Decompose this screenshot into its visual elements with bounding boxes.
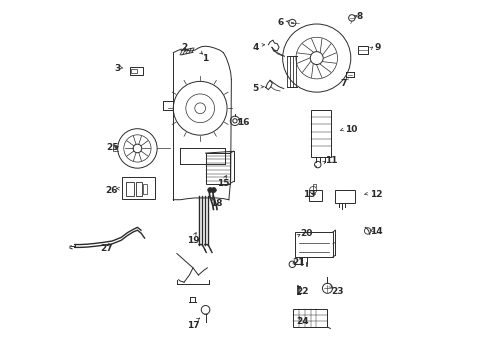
Text: 22: 22 [296, 287, 309, 296]
Bar [358, 45, 368, 54]
Bar [122, 177, 155, 199]
Text: 8: 8 [357, 12, 363, 21]
Text: 21: 21 [292, 258, 304, 267]
Text: 27: 27 [100, 244, 113, 253]
Bar [309, 190, 322, 201]
Text: 5: 5 [253, 84, 259, 93]
Bar [294, 309, 327, 327]
Text: 15: 15 [217, 179, 230, 188]
Text: 4: 4 [252, 43, 259, 52]
Text: 12: 12 [369, 190, 382, 199]
Bar [311, 110, 331, 157]
Text: 26: 26 [105, 185, 118, 194]
Bar [143, 184, 147, 194]
Text: 3: 3 [115, 64, 121, 73]
Text: 17: 17 [187, 321, 199, 330]
Text: 19: 19 [187, 237, 199, 246]
Text: 2: 2 [181, 43, 187, 52]
Bar [205, 153, 230, 184]
Text: 6: 6 [278, 18, 284, 27]
Circle shape [211, 188, 216, 193]
Text: 9: 9 [374, 43, 381, 52]
Text: 23: 23 [331, 287, 344, 296]
Text: 25: 25 [106, 143, 119, 152]
Bar [126, 182, 134, 196]
Bar [129, 67, 143, 75]
Bar [131, 69, 137, 73]
Text: 11: 11 [325, 156, 337, 165]
Text: 18: 18 [210, 199, 222, 208]
Text: 10: 10 [344, 125, 357, 134]
Text: 20: 20 [300, 229, 312, 238]
Bar [335, 190, 355, 203]
Text: 24: 24 [296, 317, 309, 326]
Text: 13: 13 [303, 190, 316, 199]
Bar [136, 182, 142, 196]
Text: 1: 1 [202, 54, 209, 63]
Bar [295, 232, 333, 257]
Text: 7: 7 [341, 80, 347, 89]
Circle shape [208, 188, 213, 193]
Text: 16: 16 [237, 118, 249, 127]
Text: 14: 14 [369, 228, 382, 237]
